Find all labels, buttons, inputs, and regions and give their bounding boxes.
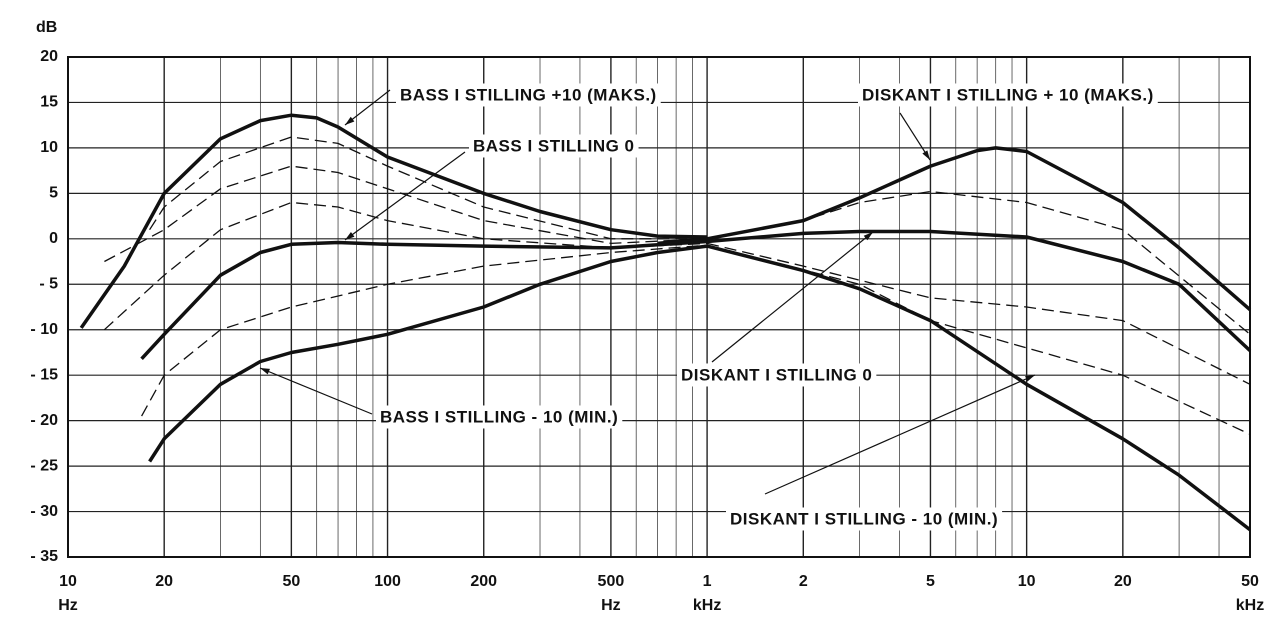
annotation: BASS I STILLING - 10 (MIN.)	[380, 407, 618, 426]
dashed-curve	[103, 201, 708, 331]
dashed-curve	[706, 242, 1251, 385]
y-tick-label: - 10	[30, 321, 58, 338]
x-tick-label: 200	[470, 573, 497, 590]
x-tick-unit: Hz	[601, 597, 621, 614]
y-tick-label: - 25	[30, 457, 58, 474]
leader-line	[344, 151, 466, 241]
leader-arrow	[863, 232, 873, 241]
y-tick-label: 20	[40, 48, 58, 65]
leader-line	[259, 367, 373, 415]
leader-arrow	[1025, 375, 1035, 382]
y-tick-label: 5	[49, 185, 58, 202]
x-tick-label: 20	[1114, 573, 1132, 590]
annotation-bg	[469, 134, 639, 158]
annotation-bg	[376, 405, 623, 429]
annotation-bg	[677, 363, 877, 387]
leader-arrow	[260, 368, 270, 375]
annotation: BASS I STILLING +10 (MAKS.)	[400, 85, 657, 104]
x-tick-label: 10	[59, 573, 77, 590]
x-tick-label: 100	[374, 573, 401, 590]
response-curve	[148, 244, 708, 463]
leader-arrow	[922, 150, 930, 160]
y-tick-label: - 30	[30, 503, 58, 520]
x-tick-label: 50	[282, 573, 300, 590]
y-tick-label: 10	[40, 139, 58, 156]
y-tick-label: - 5	[39, 275, 58, 292]
dashed-curve	[104, 165, 708, 263]
leader-arrow	[345, 116, 355, 125]
dashed-curve	[141, 244, 708, 417]
dashed-curve	[706, 190, 1251, 335]
leader-arrow	[345, 231, 355, 240]
y-tick-label: - 15	[30, 366, 58, 383]
leader-line	[711, 231, 874, 363]
x-tick-unit: kHz	[1236, 597, 1264, 614]
dashed-curve	[706, 244, 1251, 435]
x-tick-label: 10	[1018, 573, 1036, 590]
annotation-bg	[858, 83, 1158, 107]
x-tick-unit: kHz	[693, 597, 721, 614]
x-tick-label: 50	[1241, 573, 1259, 590]
leader-line	[764, 374, 1036, 495]
y-tick-label: 15	[40, 94, 58, 111]
x-tick-label: 5	[926, 573, 935, 590]
response-curve	[706, 229, 1252, 352]
response-curve	[657, 146, 1252, 312]
y-axis-label: dB	[36, 19, 57, 36]
dashed-curve	[149, 136, 708, 240]
x-tick-label: 500	[598, 573, 625, 590]
y-tick-label: - 20	[30, 412, 58, 429]
response-curve	[140, 239, 708, 360]
annotation: DISKANT I STILLING + 10 (MAKS.)	[862, 85, 1154, 104]
annotation-bg	[726, 507, 1003, 531]
plot-frame	[67, 56, 1251, 558]
annotation: BASS I STILLING 0	[473, 136, 635, 155]
x-tick-label: 20	[155, 573, 173, 590]
x-tick-label: 1	[703, 573, 712, 590]
y-tick-label: - 35	[30, 548, 58, 565]
response-curve	[79, 113, 708, 329]
annotation: DISKANT I STILLING - 10 (MIN.)	[730, 509, 998, 528]
x-tick-unit: Hz	[58, 597, 78, 614]
y-tick-label: 0	[49, 230, 58, 247]
annotation-bg	[396, 83, 661, 107]
x-tick-label: 2	[799, 573, 808, 590]
annotation: DISKANT I STILLING 0	[681, 365, 872, 384]
response-curve	[706, 244, 1252, 532]
